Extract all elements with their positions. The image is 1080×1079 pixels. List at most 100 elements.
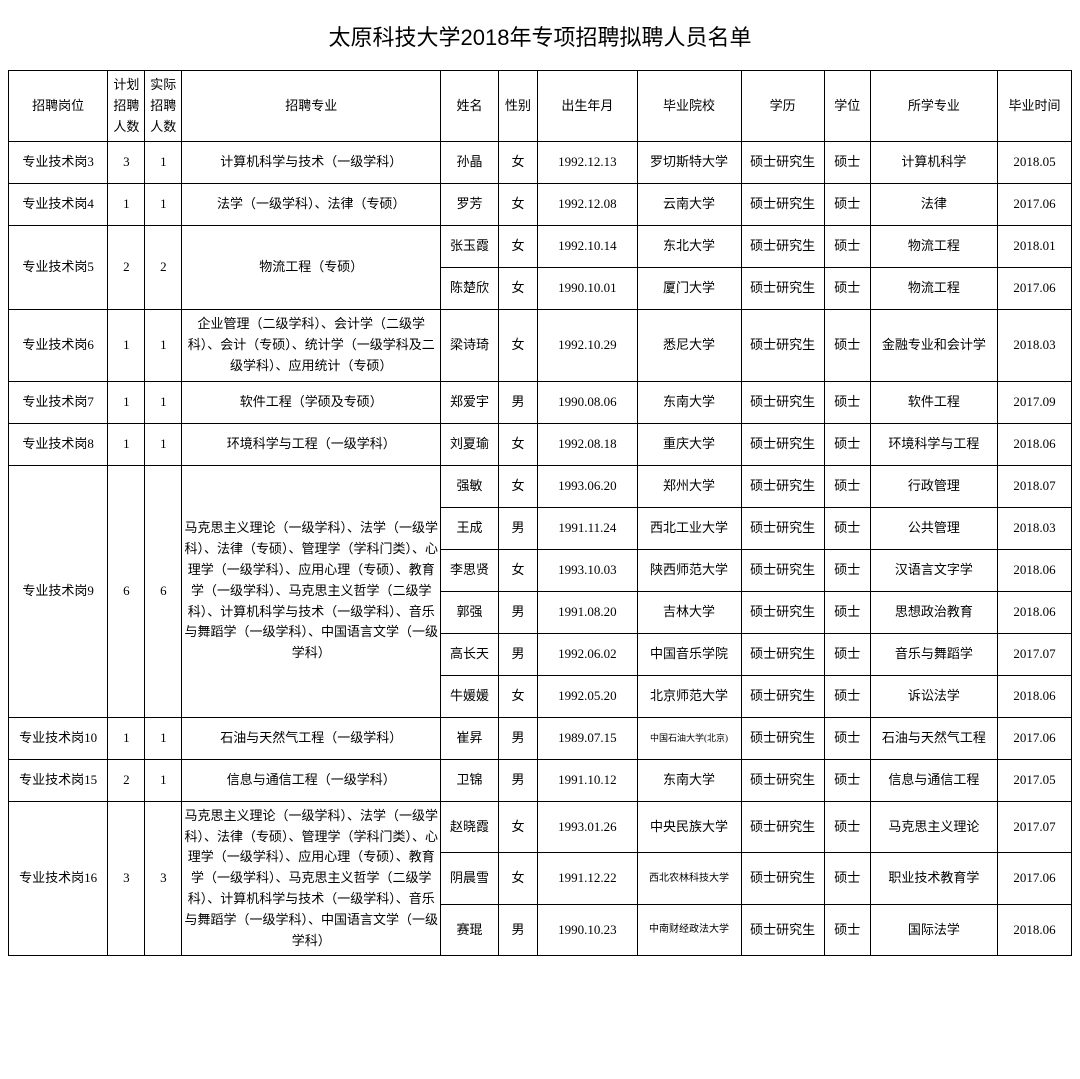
cell-dob: 1992.10.14 [538, 226, 637, 268]
cell-school: 悉尼大学 [637, 310, 741, 381]
cell-gender: 女 [498, 142, 537, 184]
cell-plan: 1 [108, 717, 145, 759]
cell-education: 硕士研究生 [741, 423, 824, 465]
th-name: 姓名 [441, 71, 499, 142]
cell-degree: 硕士 [824, 381, 870, 423]
cell-dob: 1992.10.29 [538, 310, 637, 381]
cell-education: 硕士研究生 [741, 549, 824, 591]
cell-recruit-major: 石油与天然气工程（一级学科） [182, 717, 441, 759]
cell-plan: 1 [108, 310, 145, 381]
cell-plan: 2 [108, 759, 145, 801]
th-degree: 学位 [824, 71, 870, 142]
cell-name: 卫锦 [441, 759, 499, 801]
cell-plan: 1 [108, 423, 145, 465]
th-gender: 性别 [498, 71, 537, 142]
cell-name: 刘夏瑜 [441, 423, 499, 465]
cell-position: 专业技术岗6 [9, 310, 108, 381]
cell-name: 阴晨雪 [441, 853, 499, 905]
cell-name: 强敏 [441, 465, 499, 507]
table-row: 专业技术岗411法学（一级学科）、法律（专硕）罗芳女1992.12.08云南大学… [9, 184, 1072, 226]
table-row: 专业技术岗1521信息与通信工程（一级学科）卫锦男1991.10.12东南大学硕… [9, 759, 1072, 801]
page-title: 太原科技大学2018年专项招聘拟聘人员名单 [8, 20, 1072, 52]
cell-dob: 1992.12.08 [538, 184, 637, 226]
cell-school: 东南大学 [637, 381, 741, 423]
cell-gender: 男 [498, 717, 537, 759]
table-row: 专业技术岗711软件工程（学硕及专硕）郑爱宇男1990.08.06东南大学硕士研… [9, 381, 1072, 423]
cell-grad: 2018.06 [997, 904, 1071, 956]
recruitment-table: 招聘岗位 计划招聘人数 实际招聘人数 招聘专业 姓名 性别 出生年月 毕业院校 … [8, 70, 1072, 956]
cell-study-major: 物流工程 [870, 226, 997, 268]
cell-position: 专业技术岗3 [9, 142, 108, 184]
cell-degree: 硕士 [824, 591, 870, 633]
cell-actual: 2 [145, 226, 182, 310]
cell-gender: 女 [498, 801, 537, 853]
cell-grad: 2017.05 [997, 759, 1071, 801]
cell-plan: 6 [108, 465, 145, 717]
cell-recruit-major: 物流工程（专硕） [182, 226, 441, 310]
cell-position: 专业技术岗9 [9, 465, 108, 717]
cell-study-major: 汉语言文字学 [870, 549, 997, 591]
cell-dob: 1991.08.20 [538, 591, 637, 633]
cell-actual: 6 [145, 465, 182, 717]
cell-education: 硕士研究生 [741, 507, 824, 549]
cell-name: 梁诗琦 [441, 310, 499, 381]
cell-gender: 女 [498, 226, 537, 268]
cell-dob: 1992.06.02 [538, 633, 637, 675]
cell-study-major: 环境科学与工程 [870, 423, 997, 465]
cell-education: 硕士研究生 [741, 675, 824, 717]
cell-plan: 3 [108, 142, 145, 184]
cell-position: 专业技术岗8 [9, 423, 108, 465]
cell-name: 高长天 [441, 633, 499, 675]
th-plan: 计划招聘人数 [108, 71, 145, 142]
cell-name: 赛琨 [441, 904, 499, 956]
cell-degree: 硕士 [824, 853, 870, 905]
cell-education: 硕士研究生 [741, 591, 824, 633]
table-row: 专业技术岗611企业管理（二级学科）、会计学（二级学科）、会计（专硕）、统计学（… [9, 310, 1072, 381]
cell-study-major: 法律 [870, 184, 997, 226]
cell-study-major: 信息与通信工程 [870, 759, 997, 801]
cell-study-major: 思想政治教育 [870, 591, 997, 633]
cell-grad: 2017.06 [997, 184, 1071, 226]
cell-dob: 1989.07.15 [538, 717, 637, 759]
cell-plan: 2 [108, 226, 145, 310]
th-school: 毕业院校 [637, 71, 741, 142]
cell-gender: 男 [498, 507, 537, 549]
cell-education: 硕士研究生 [741, 801, 824, 853]
cell-study-major: 石油与天然气工程 [870, 717, 997, 759]
cell-degree: 硕士 [824, 268, 870, 310]
cell-gender: 男 [498, 633, 537, 675]
th-actual: 实际招聘人数 [145, 71, 182, 142]
cell-education: 硕士研究生 [741, 759, 824, 801]
cell-school: 郑州大学 [637, 465, 741, 507]
cell-name: 陈楚欣 [441, 268, 499, 310]
cell-grad: 2018.07 [997, 465, 1071, 507]
cell-education: 硕士研究生 [741, 717, 824, 759]
cell-dob: 1991.12.22 [538, 853, 637, 905]
cell-gender: 女 [498, 423, 537, 465]
cell-dob: 1993.01.26 [538, 801, 637, 853]
cell-grad: 2018.06 [997, 423, 1071, 465]
cell-gender: 女 [498, 465, 537, 507]
cell-gender: 女 [498, 310, 537, 381]
cell-recruit-major: 法学（一级学科）、法律（专硕） [182, 184, 441, 226]
cell-recruit-major: 软件工程（学硕及专硕） [182, 381, 441, 423]
th-study-major: 所学专业 [870, 71, 997, 142]
cell-name: 郭强 [441, 591, 499, 633]
cell-study-major: 诉讼法学 [870, 675, 997, 717]
cell-school: 东北大学 [637, 226, 741, 268]
cell-plan: 1 [108, 381, 145, 423]
cell-grad: 2018.03 [997, 310, 1071, 381]
cell-school: 东南大学 [637, 759, 741, 801]
cell-grad: 2018.06 [997, 591, 1071, 633]
cell-dob: 1992.05.20 [538, 675, 637, 717]
cell-grad: 2017.06 [997, 268, 1071, 310]
cell-grad: 2018.03 [997, 507, 1071, 549]
cell-recruit-major: 马克思主义理论（一级学科）、法学（一级学科）、法律（专硕）、管理学（学科门类）、… [182, 801, 441, 956]
cell-grad: 2017.06 [997, 853, 1071, 905]
cell-dob: 1993.10.03 [538, 549, 637, 591]
cell-degree: 硕士 [824, 507, 870, 549]
table-row: 专业技术岗522物流工程（专硕）张玉霞女1992.10.14东北大学硕士研究生硕… [9, 226, 1072, 268]
cell-gender: 男 [498, 904, 537, 956]
cell-gender: 女 [498, 268, 537, 310]
cell-dob: 1991.10.12 [538, 759, 637, 801]
